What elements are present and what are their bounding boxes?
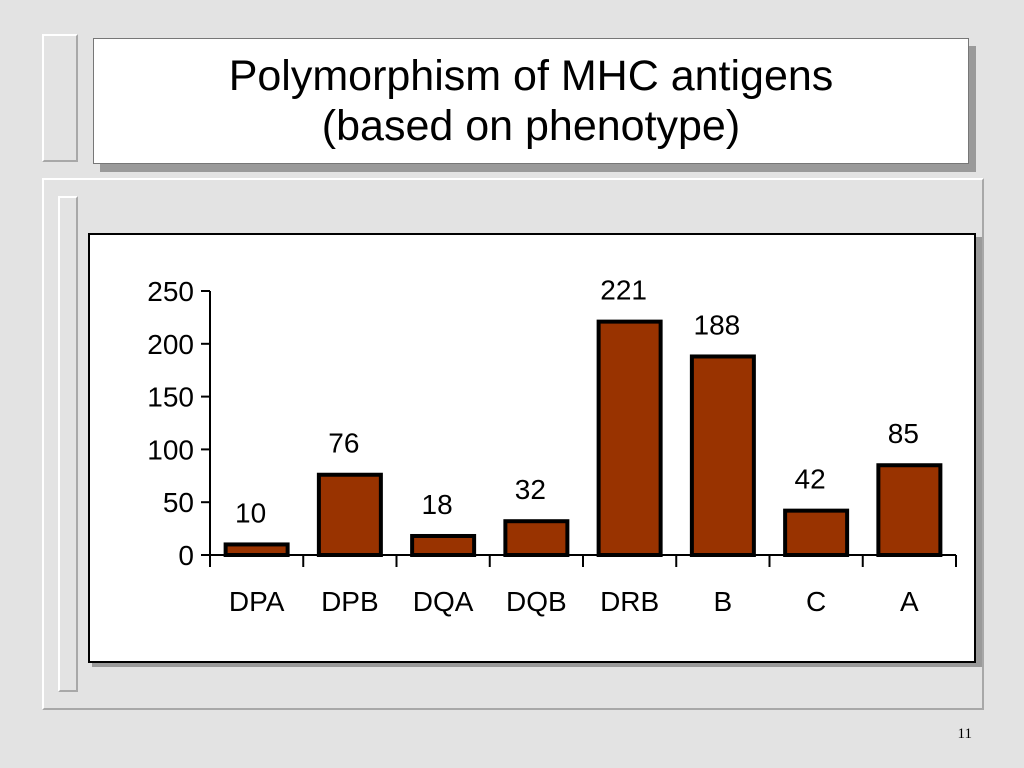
- bar: [596, 319, 663, 558]
- title-box: Polymorphism of MHC antigens (based on p…: [93, 38, 969, 164]
- chart-area: 0 50 100 150 200 250 10 DPA 76 DPB 18 DQA 32 DQB 221 DR…: [88, 233, 976, 663]
- data-label: 18: [422, 489, 453, 520]
- x-category-label: DQB: [506, 586, 567, 617]
- decorative-frame-side: [58, 196, 78, 692]
- bar: [410, 533, 477, 558]
- data-label: 188: [694, 309, 741, 340]
- x-category-label: A: [900, 586, 919, 617]
- x-category-label: DPB: [321, 586, 379, 617]
- y-tick-label: 50: [163, 487, 194, 518]
- y-tick-label: 0: [178, 540, 194, 571]
- x-category-label: C: [806, 586, 826, 617]
- y-tick-label: 200: [147, 329, 194, 360]
- data-label: 85: [888, 418, 919, 449]
- bar: [876, 463, 943, 558]
- y-tick-label: 250: [147, 276, 194, 307]
- x-category-label: DRB: [600, 586, 659, 617]
- x-category-label: DQA: [413, 586, 474, 617]
- data-label: 10: [235, 497, 266, 528]
- bar-chart: 0 50 100 150 200 250 10 DPA 76 DPB 18 DQA 32 DQB 221 DR…: [147, 275, 957, 617]
- y-tick-label: 150: [147, 382, 194, 413]
- slide-title: Polymorphism of MHC antigens (based on p…: [228, 52, 834, 150]
- bar: [316, 472, 383, 557]
- decorative-frame-top: [42, 34, 78, 162]
- bar: [689, 354, 756, 557]
- data-label: 42: [795, 464, 826, 495]
- data-label: 32: [515, 474, 546, 505]
- y-tick-label: 100: [147, 434, 194, 465]
- data-label: 76: [328, 428, 359, 459]
- x-category-label: B: [714, 586, 733, 617]
- bar: [223, 542, 290, 558]
- bar: [503, 519, 570, 558]
- bar: [783, 508, 850, 558]
- data-label: 221: [600, 275, 647, 306]
- x-category-label: DPA: [229, 586, 285, 617]
- page-number: 11: [957, 726, 972, 742]
